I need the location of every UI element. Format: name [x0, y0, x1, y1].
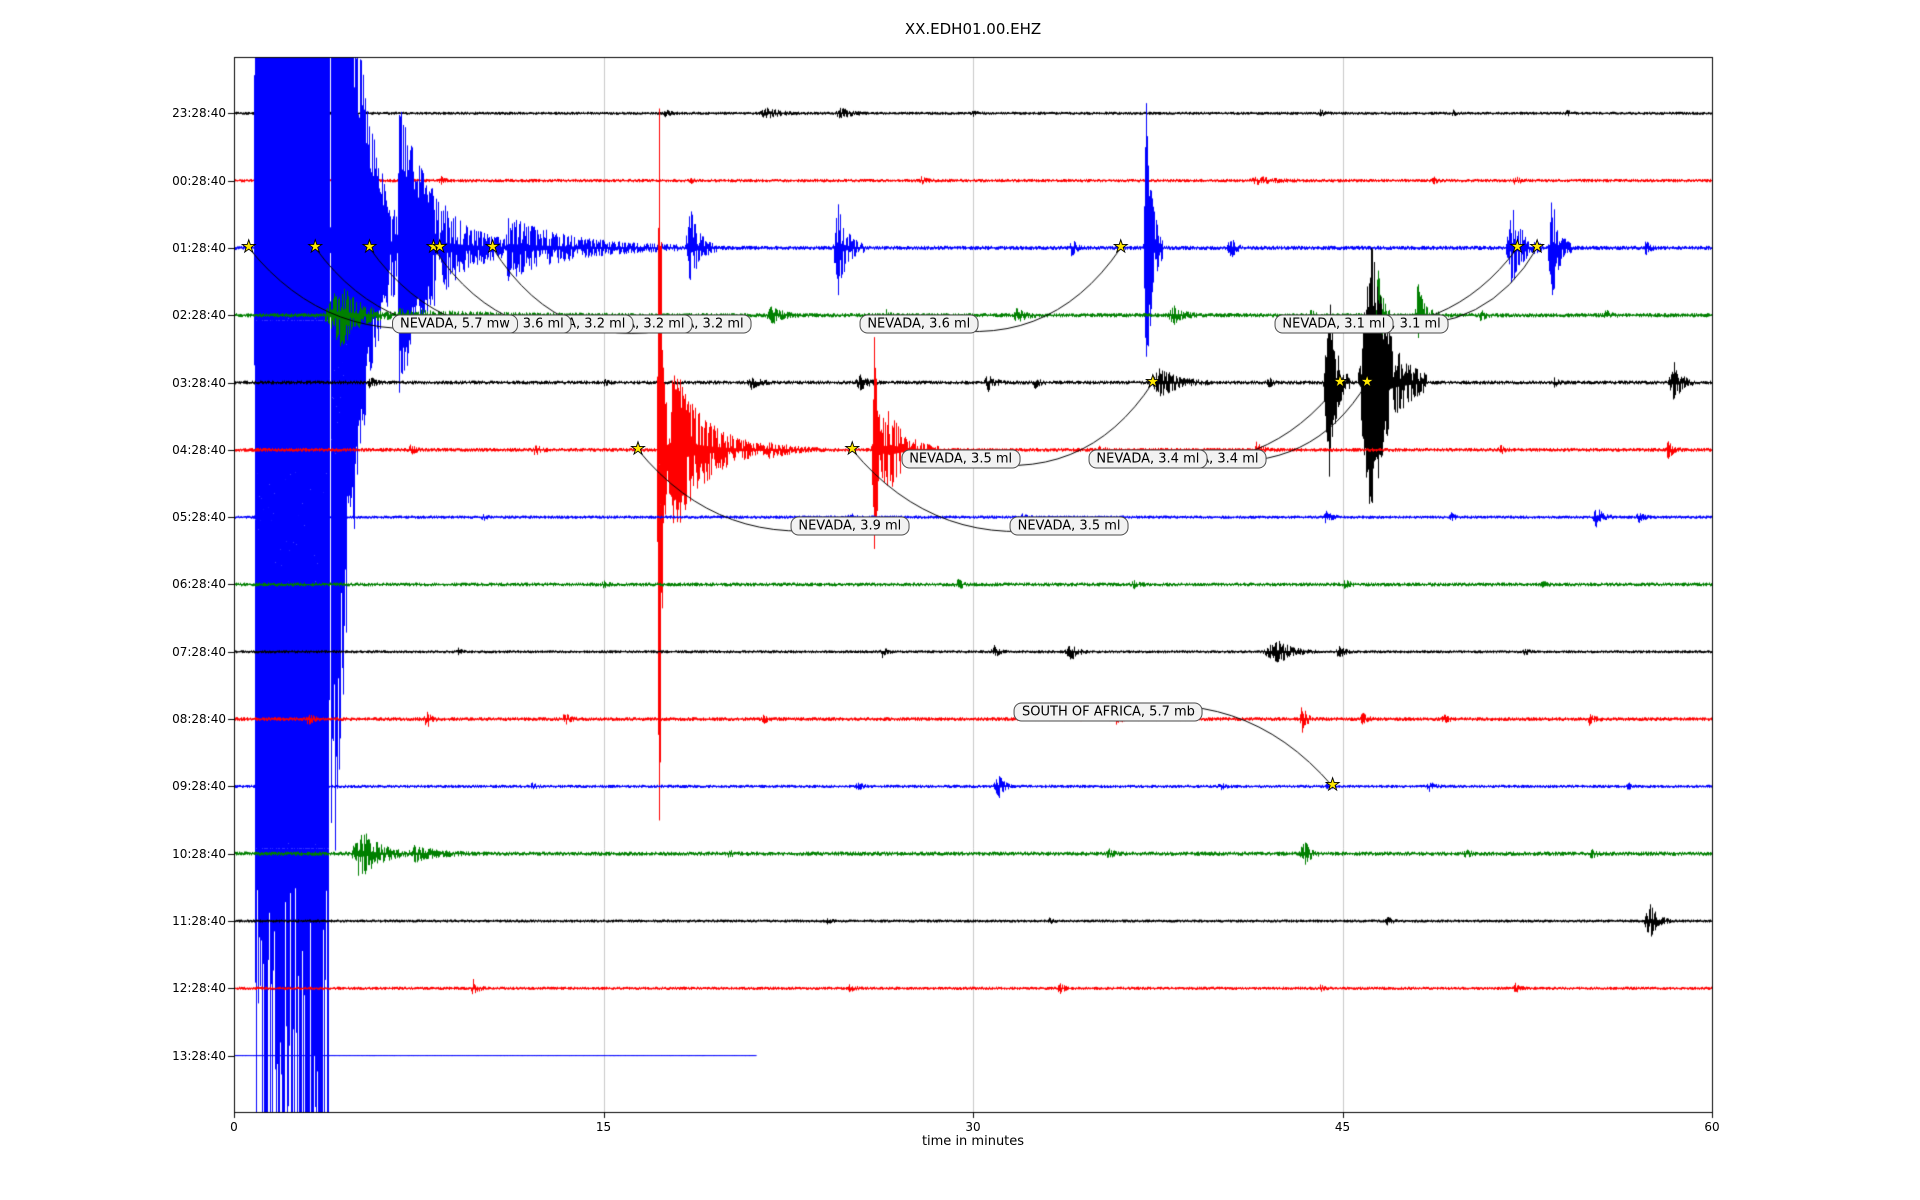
event-annotation: NEVADA, 3.4 ml: [1088, 449, 1208, 469]
y-axis-tick-label: 09:28:40: [172, 779, 226, 794]
event-annotation: NEVADA, 3.5 ml: [901, 449, 1021, 469]
y-axis-tick-label: 02:28:40: [172, 308, 226, 323]
event-annotation: NEVADA, 3.5 ml: [1009, 516, 1129, 536]
event-star-icon: ★: [485, 236, 501, 257]
event-annotation: NEVADA, 5.7 mw: [391, 314, 518, 334]
event-star-icon: ★: [307, 236, 323, 257]
event-star-icon: ★: [1325, 775, 1341, 796]
event-star-icon: ★: [630, 438, 646, 459]
event-star-icon: ★: [1509, 236, 1526, 257]
event-star-icon: ★: [241, 236, 257, 257]
x-axis-tick-label: 0: [230, 1120, 238, 1134]
event-star-icon: ★: [432, 236, 448, 257]
y-axis-tick-label: 13:28:40: [172, 1048, 226, 1063]
event-star-icon: ★: [361, 236, 378, 257]
event-annotation: SOUTH OF AFRICA, 5.7 mb: [1014, 702, 1203, 722]
y-axis-tick-label: 12:28:40: [172, 981, 226, 996]
y-axis-tick-label: 06:28:40: [172, 577, 226, 592]
x-axis-tick-label: 60: [1704, 1120, 1720, 1134]
y-axis-tick-label: 00:28:40: [172, 173, 226, 188]
event-annotation: NEVADA, 3.6 ml: [859, 314, 979, 334]
chart-title: XX.EDH01.00.EHZ: [904, 20, 1042, 38]
y-axis-tick-label: 08:28:40: [172, 712, 226, 727]
x-axis-title: time in minutes: [921, 1134, 1025, 1149]
x-axis-tick-label: 45: [1334, 1120, 1351, 1134]
y-axis-tick-label: 05:28:40: [172, 510, 226, 525]
y-axis-tick-label: 11:28:40: [172, 914, 226, 929]
event-star-icon: ★: [1359, 371, 1375, 392]
y-axis-tick-label: 07:28:40: [172, 644, 226, 659]
y-axis-tick-label: 01:28:40: [172, 240, 226, 255]
event-annotation: NEVADA, 3.9 ml: [790, 516, 910, 536]
event-star-icon: ★: [1113, 236, 1129, 257]
y-axis-tick-label: 10:28:40: [172, 846, 226, 861]
event-star-icon: ★: [425, 236, 442, 257]
x-axis-tick-label: 15: [595, 1120, 612, 1134]
event-star-icon: ★: [1145, 371, 1161, 392]
event-annotation: NEVADA, 3.1 ml: [1274, 314, 1394, 334]
x-axis-tick-label: 30: [965, 1120, 981, 1134]
event-star-icon: ★: [844, 438, 860, 459]
y-axis-tick-label: 23:28:40: [172, 106, 226, 121]
event-star-icon: ★: [1332, 371, 1348, 392]
event-star-icon: ★: [1529, 236, 1545, 257]
y-axis-tick-label: 04:28:40: [172, 442, 226, 457]
y-axis-tick-label: 03:28:40: [172, 375, 226, 390]
